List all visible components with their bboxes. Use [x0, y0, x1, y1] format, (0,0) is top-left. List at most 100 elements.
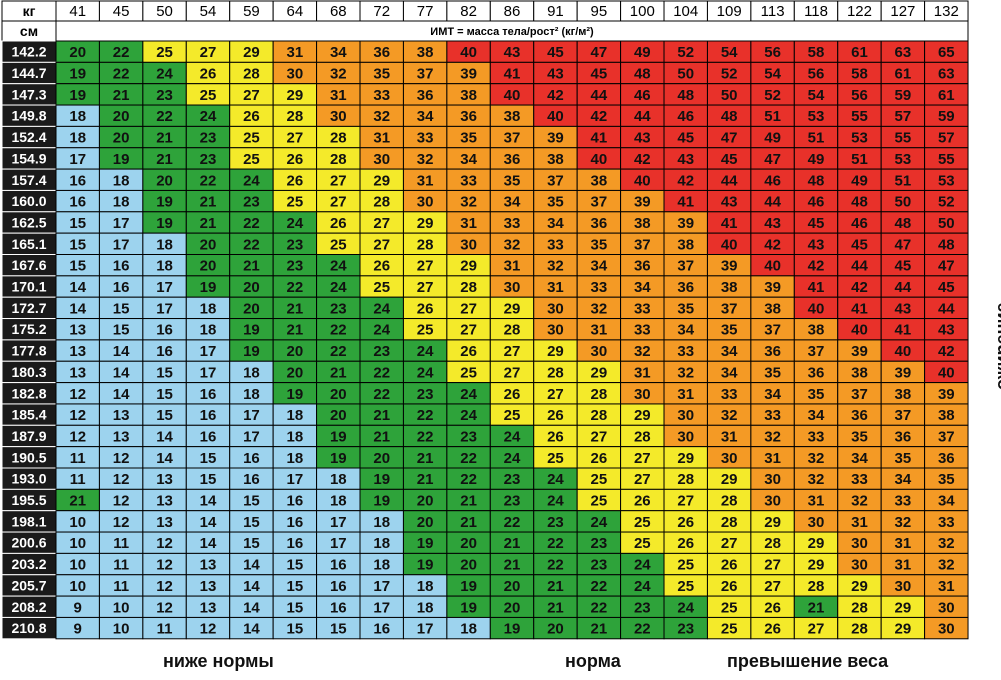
bmi-value-label: 29	[808, 535, 825, 552]
bmi-value-label: 27	[373, 236, 390, 253]
bmi-value-label: 26	[287, 151, 304, 168]
bmi-value-label: 35	[938, 471, 955, 488]
weight-tick-label: 64	[287, 3, 304, 20]
bmi-value-label: 41	[504, 66, 521, 83]
bmi-value-label: 11	[70, 450, 86, 467]
bmi-value-label: 55	[895, 130, 912, 147]
bmi-value-label: 39	[895, 364, 912, 381]
bmi-value-label: 45	[677, 130, 694, 147]
bmi-value-label: 25	[721, 599, 738, 616]
bmi-value-label: 38	[851, 364, 868, 381]
bmi-value-label: 31	[547, 279, 564, 296]
bmi-value-label: 48	[851, 194, 868, 211]
bmi-value-label: 27	[764, 578, 781, 595]
bmi-value-label: 37	[721, 300, 738, 317]
bmi-value-label: 22	[243, 215, 260, 232]
bmi-value-label: 18	[156, 258, 173, 275]
bmi-value-label: 36	[591, 215, 608, 232]
bmi-value-label: 20	[417, 514, 434, 531]
bmi-value-label: 16	[200, 386, 217, 403]
bmi-value-label: 34	[591, 258, 608, 275]
bmi-value-label: 34	[721, 343, 738, 360]
bmi-value-label: 16	[330, 557, 347, 574]
bmi-value-label: 37	[677, 258, 694, 275]
bmi-value-label: 41	[721, 215, 738, 232]
bmi-value-label: 16	[330, 599, 347, 616]
bmi-value-label: 45	[591, 66, 608, 83]
bmi-value-label: 25	[677, 578, 694, 595]
bmi-value-label: 23	[330, 300, 347, 317]
bmi-value-label: 26	[417, 300, 434, 317]
bmi-value-label: 34	[808, 407, 825, 424]
bmi-value-label: 37	[504, 130, 521, 147]
bmi-value-label: 12	[156, 578, 173, 595]
bmi-value-label: 39	[460, 66, 477, 83]
bmi-value-label: 54	[721, 44, 738, 61]
bmi-value-label: 13	[113, 428, 130, 445]
bmi-value-label: 14	[243, 557, 260, 574]
bmi-value-label: 26	[243, 108, 260, 125]
bmi-value-label: 58	[808, 44, 825, 61]
bmi-value-label: 38	[721, 279, 738, 296]
bmi-cell	[924, 616, 969, 640]
bmi-value-label: 24	[547, 471, 564, 488]
bmi-value-label: 40	[504, 87, 521, 104]
bmi-value-label: 34	[547, 215, 564, 232]
bmi-value-label: 36	[634, 258, 651, 275]
bmi-value-label: 12	[69, 386, 86, 403]
height-tick-label: 157.4	[11, 172, 46, 188]
title-row: см ИМТ = масса тела/рост² (кг/м²)	[1, 20, 969, 42]
bmi-value-label: 29	[677, 450, 694, 467]
bmi-value-label: 37	[895, 407, 912, 424]
height-tick-label: 165.1	[11, 236, 46, 252]
bmi-value-label: 13	[156, 471, 173, 488]
bmi-value-label: 22	[287, 279, 304, 296]
bmi-value-label: 36	[808, 364, 825, 381]
bmi-value-label: 28	[243, 66, 260, 83]
bmi-value-label: 39	[764, 279, 781, 296]
bmi-value-label: 57	[938, 130, 955, 147]
bmi-value-label: 30	[764, 471, 781, 488]
bmi-value-label: 45	[938, 279, 955, 296]
bmi-value-label: 32	[808, 450, 825, 467]
bmi-value-label: 14	[113, 364, 130, 381]
bmi-value-label: 15	[243, 493, 260, 510]
bmi-value-label: 17	[113, 236, 130, 253]
bmi-value-label: 35	[460, 130, 477, 147]
bmi-value-label: 26	[591, 450, 608, 467]
bmi-value-label: 20	[504, 578, 521, 595]
bmi-value-label: 42	[591, 108, 608, 125]
bmi-value-label: 21	[547, 578, 564, 595]
bmi-value-label: 34	[460, 151, 477, 168]
bmi-value-label: 35	[851, 428, 868, 445]
bmi-value-label: 24	[460, 386, 477, 403]
bmi-value-label: 19	[417, 535, 434, 552]
bmi-value-label: 26	[547, 407, 564, 424]
bmi-value-label: 21	[504, 557, 521, 574]
bmi-value-label: 30	[417, 194, 434, 211]
bmi-value-label: 16	[69, 194, 86, 211]
bmi-value-label: 57	[895, 108, 912, 125]
bmi-value-label: 25	[243, 151, 260, 168]
bmi-value-label: 27	[634, 450, 651, 467]
bmi-value-label: 25	[460, 364, 477, 381]
bmi-value-label: 19	[243, 343, 260, 360]
bmi-value-label: 29	[460, 258, 477, 275]
bmi-value-label: 33	[591, 279, 608, 296]
bmi-value-label: 14	[243, 599, 260, 616]
weight-tick-label: 54	[200, 3, 217, 20]
bmi-value-label: 17	[330, 535, 347, 552]
bmi-value-label: 26	[634, 493, 651, 510]
bmi-value-label: 27	[330, 194, 347, 211]
bmi-value-label: 35	[808, 386, 825, 403]
bmi-value-label: 17	[200, 343, 217, 360]
bmi-value-label: 30	[938, 621, 955, 638]
bmi-value-label: 14	[156, 450, 173, 467]
bmi-value-label: 22	[591, 599, 608, 616]
height-tick-label: 149.8	[11, 108, 46, 124]
bmi-value-label: 17	[156, 279, 173, 296]
bmi-value-label: 24	[243, 172, 260, 189]
bmi-value-label: 51	[808, 130, 825, 147]
bmi-value-label: 20	[417, 493, 434, 510]
height-tick-label: 193.0	[11, 471, 46, 487]
